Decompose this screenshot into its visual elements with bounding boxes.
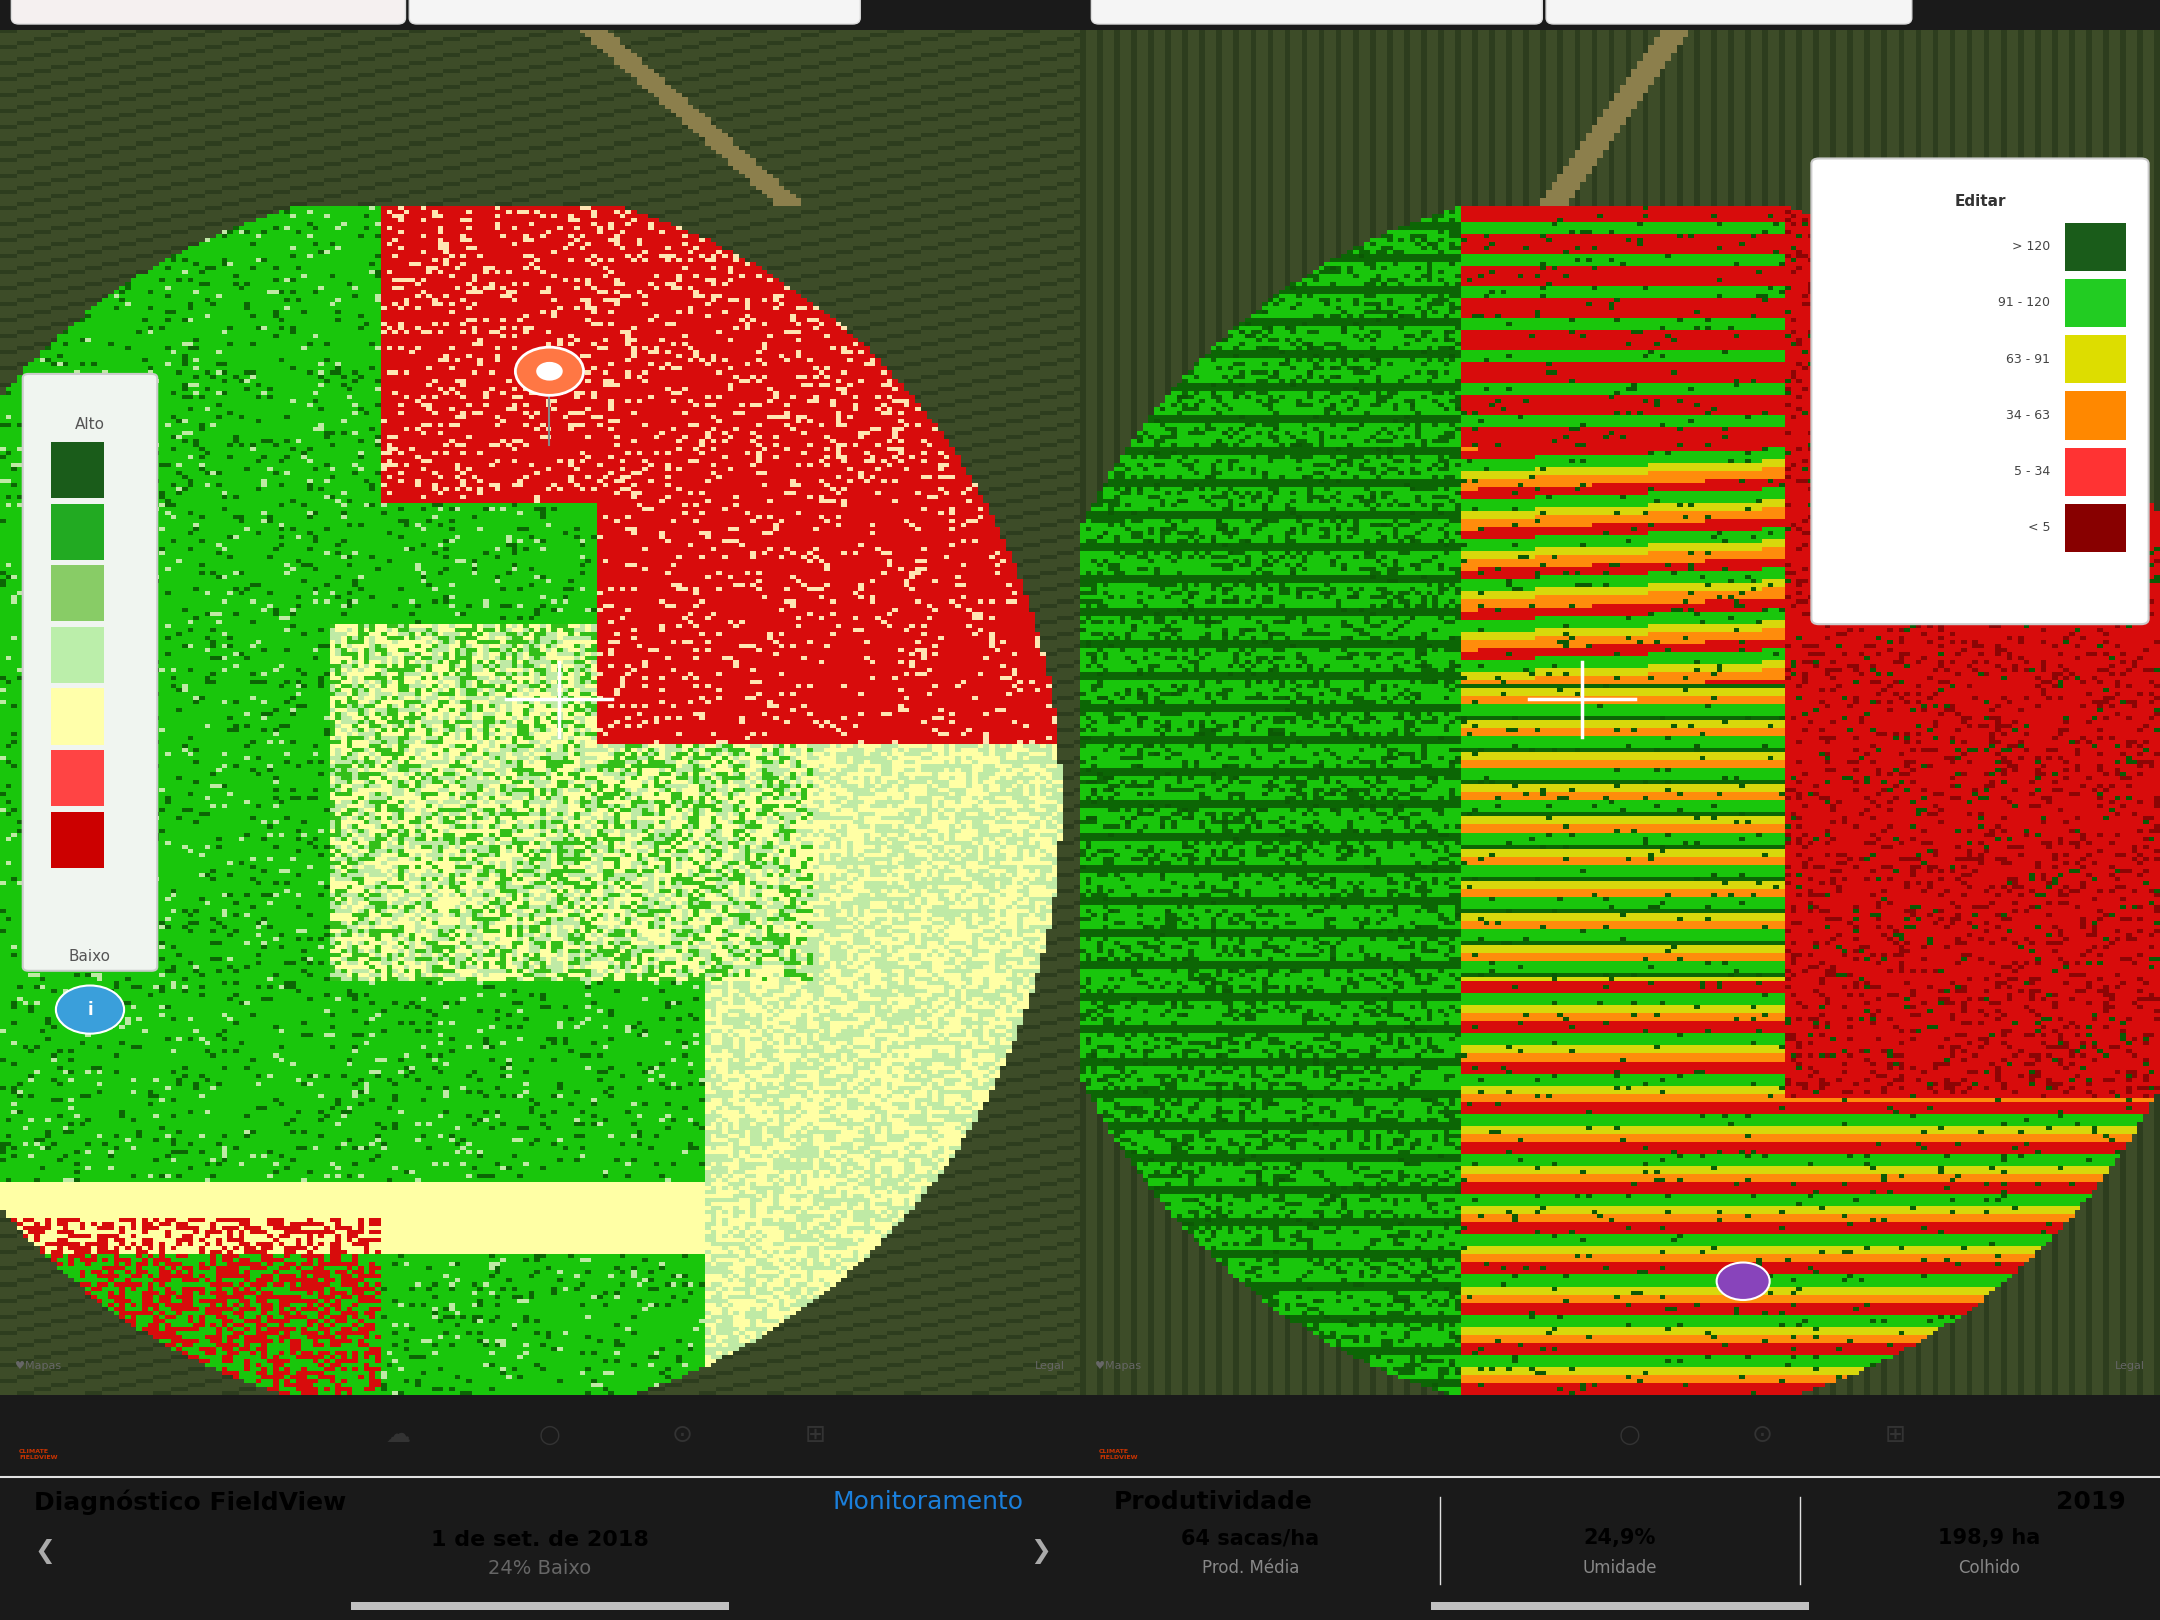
Text: 63 - 91: 63 - 91: [2007, 353, 2050, 366]
Text: 64 sacas/ha: 64 sacas/ha: [1182, 1528, 1320, 1549]
Text: Produtividade: Produtividade: [1115, 1490, 1313, 1515]
FancyBboxPatch shape: [1812, 159, 2149, 624]
FancyBboxPatch shape: [408, 0, 860, 24]
Text: ⊞: ⊞: [804, 1422, 825, 1447]
Text: Diagnóstico FieldView: Diagnóstico FieldView: [35, 1489, 346, 1515]
Text: > 120: > 120: [2011, 240, 2050, 253]
Text: saca/ha: saca/ha: [2074, 232, 2119, 245]
Circle shape: [56, 985, 123, 1034]
Bar: [52, 565, 104, 622]
Text: ❮: ❮: [35, 1539, 56, 1565]
Bar: [52, 627, 104, 684]
Text: Legal: Legal: [2115, 1361, 2145, 1371]
Bar: [1430, 1602, 1810, 1610]
Bar: [52, 442, 104, 499]
Bar: [52, 504, 104, 561]
Text: 198,9 ha: 198,9 ha: [1938, 1528, 2041, 1549]
Bar: [52, 750, 104, 807]
Text: 1 de set. de 2018: 1 de set. de 2018: [432, 1529, 648, 1550]
Bar: [2065, 504, 2125, 552]
Text: Legal: Legal: [1035, 1361, 1065, 1371]
Bar: [350, 1602, 730, 1610]
Text: ○: ○: [538, 1422, 559, 1447]
Text: ⊞: ⊞: [1884, 1422, 1905, 1447]
Text: ♥Mapas: ♥Mapas: [15, 1361, 60, 1371]
Text: ❯: ❯: [1030, 1539, 1052, 1565]
Bar: [2065, 279, 2125, 327]
Bar: [52, 812, 104, 868]
Text: i: i: [86, 1001, 93, 1019]
Text: < 5: < 5: [2028, 522, 2050, 535]
Text: 34 - 63: 34 - 63: [2007, 408, 2050, 421]
FancyBboxPatch shape: [1547, 0, 1912, 24]
Text: ♥Mapas: ♥Mapas: [1095, 1361, 1140, 1371]
Bar: [52, 688, 104, 745]
Circle shape: [536, 361, 564, 381]
Circle shape: [1717, 1262, 1769, 1299]
Bar: [2065, 392, 2125, 439]
Bar: [2065, 447, 2125, 496]
Text: 91 - 120: 91 - 120: [1998, 296, 2050, 309]
Text: 2019: 2019: [2056, 1490, 2125, 1515]
Bar: [2065, 222, 2125, 271]
Circle shape: [516, 347, 583, 395]
Text: Editar: Editar: [1955, 194, 2007, 209]
Text: Colhido: Colhido: [1959, 1558, 2020, 1576]
Text: CLIMATE
FIELDVIEW: CLIMATE FIELDVIEW: [19, 1450, 58, 1460]
Text: ⊙: ⊙: [672, 1422, 693, 1447]
Text: ☁: ☁: [384, 1422, 410, 1447]
Bar: [2065, 335, 2125, 384]
Text: 24% Baixo: 24% Baixo: [488, 1558, 592, 1578]
Text: 24,9%: 24,9%: [1583, 1528, 1657, 1549]
Text: Monitoramento: Monitoramento: [832, 1490, 1024, 1515]
Text: Prod. Média: Prod. Média: [1201, 1558, 1298, 1576]
FancyBboxPatch shape: [11, 0, 406, 24]
Text: ○: ○: [1618, 1422, 1639, 1447]
Text: Baixo: Baixo: [69, 949, 110, 964]
Text: Alto: Alto: [76, 418, 106, 433]
Text: ⊙: ⊙: [1752, 1422, 1773, 1447]
FancyBboxPatch shape: [24, 374, 158, 970]
Text: 5 - 34: 5 - 34: [2013, 465, 2050, 478]
Text: CLIMATE
FIELDVIEW: CLIMATE FIELDVIEW: [1099, 1450, 1138, 1460]
FancyBboxPatch shape: [1091, 0, 1542, 24]
Text: Umidade: Umidade: [1583, 1558, 1657, 1576]
